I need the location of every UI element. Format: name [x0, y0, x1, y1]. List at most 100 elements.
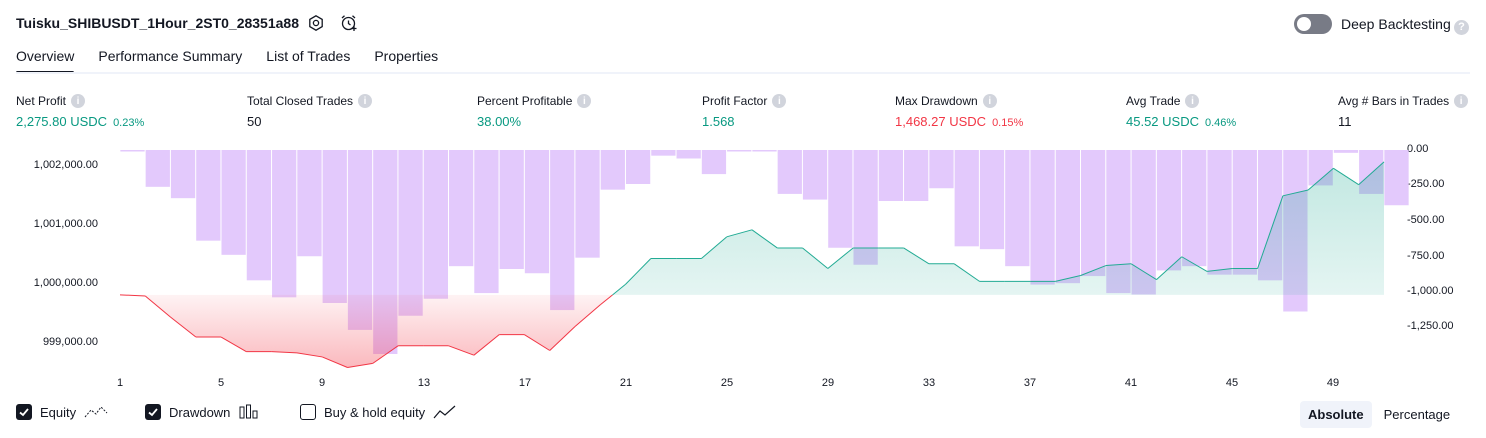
equity-line-segment — [1257, 195, 1284, 269]
drawdown-bar — [752, 150, 777, 152]
equity-line-segment — [1307, 167, 1334, 191]
drawdown-bar — [297, 150, 322, 257]
drawdown-bar — [828, 150, 853, 248]
settings-icon[interactable] — [306, 13, 326, 33]
deep-backtesting-label: Deep Backtesting — [1341, 16, 1451, 32]
info-icon[interactable]: i — [1185, 94, 1200, 108]
equity-line-segment — [347, 362, 373, 368]
equity-line-segment — [953, 263, 980, 282]
drawdown-bar — [524, 150, 550, 274]
equity-line-segment — [1055, 275, 1081, 282]
equity-line-segment — [1333, 167, 1359, 186]
drawdown-bar — [499, 150, 524, 269]
equity-line-segment — [751, 229, 778, 249]
info-icon[interactable]: i — [1454, 94, 1469, 108]
tab-divider — [16, 72, 1470, 74]
stat-value: 45.52 USDC — [1126, 114, 1199, 129]
equity-line-segment — [473, 334, 500, 356]
tab-performance-summary[interactable]: Performance Summary — [98, 48, 243, 64]
equity-line-segment — [625, 258, 652, 285]
legend-buy-hold[interactable]: Buy & hold equity — [300, 404, 457, 420]
buy-hold-checkbox[interactable] — [300, 404, 316, 420]
stat-label: Avg # Bars in Trades — [1338, 94, 1450, 108]
deep-backtesting-toggle[interactable] — [1294, 14, 1332, 34]
stat-avg-trade: Avg Trade i 45.52 USDC 0.46% — [1126, 94, 1236, 129]
x-axis-tick: 5 — [217, 377, 225, 389]
x-axis-tick: 29 — [821, 377, 835, 389]
stat-percent: 0.15% — [992, 117, 1024, 129]
drawdown-bar — [120, 150, 145, 152]
stat-net-profit: Net Profit i 2,275.80 USDC 0.23% — [16, 94, 144, 129]
equity-line-segment — [574, 304, 601, 327]
stat-label: Avg Trade — [1126, 94, 1181, 108]
drawdown-bar — [322, 150, 347, 303]
equity-line-segment — [1080, 265, 1107, 276]
tab-list-of-trades[interactable]: List of Trades — [266, 48, 351, 64]
stat-percent-profitable: Percent Profitable i 38.00% — [477, 94, 592, 129]
drawdown-bar — [600, 150, 625, 190]
equity-line-segment — [220, 336, 247, 353]
x-axis-tick: 45 — [1225, 377, 1239, 389]
stat-profit-factor: Profit Factor i 1.568 — [702, 94, 787, 129]
info-icon[interactable]: i — [358, 94, 373, 108]
info-icon[interactable]: i — [577, 94, 592, 108]
absolute-button[interactable]: Absolute — [1300, 400, 1372, 428]
add-alert-icon[interactable] — [339, 13, 359, 33]
stat-percent: 0.46% — [1204, 117, 1237, 129]
equity-line-segment — [144, 295, 171, 318]
equity-line-segment — [448, 345, 475, 356]
equity-line-segment — [1206, 267, 1233, 272]
x-axis-tick: 9 — [318, 377, 326, 389]
info-icon[interactable]: i — [982, 94, 997, 108]
drawdown-bar — [878, 150, 904, 201]
x-axis-tick: 33 — [922, 377, 936, 389]
drawdown-bar — [1081, 150, 1106, 277]
legend-label: Drawdown — [169, 404, 231, 420]
equity-positive-area — [120, 161, 1384, 295]
percentage-button[interactable]: Percentage — [1383, 406, 1451, 422]
drawdown-bar — [196, 150, 221, 241]
legend-label: Equity — [40, 404, 77, 420]
equity-line-segment — [600, 294, 613, 306]
equity-line-segment — [372, 345, 399, 364]
drawdown-bar — [1182, 150, 1207, 267]
equity-checkbox[interactable] — [16, 404, 32, 420]
stat-label: Max Drawdown — [895, 94, 978, 108]
drawdown-bar — [474, 150, 499, 294]
drawdown-bar — [449, 150, 474, 267]
drawdown-bar — [575, 150, 600, 258]
drawdown-bar — [398, 150, 423, 316]
drawdown-bar — [1333, 150, 1359, 153]
drawdown-bar — [701, 150, 727, 175]
drawdown-checkbox[interactable] — [145, 404, 161, 420]
tab-properties[interactable]: Properties — [374, 48, 439, 64]
drawdown-bar — [904, 150, 929, 201]
equity-negative-area — [120, 294, 1384, 368]
drawdown-bar — [727, 150, 752, 152]
drawdown-bar — [1005, 150, 1030, 267]
stat-label: Profit Factor — [702, 94, 768, 108]
equity-line-segment — [296, 352, 323, 358]
stat-value: 1.568 — [702, 114, 735, 129]
drawdown-bar — [221, 150, 246, 255]
equity-line-segment — [1105, 263, 1132, 267]
legend-drawdown[interactable]: Drawdown — [145, 404, 260, 420]
drawdown-bar — [954, 150, 979, 247]
drawdown-bar — [246, 150, 272, 281]
drawdown-bar — [651, 150, 676, 156]
x-axis-tick: 25 — [720, 377, 734, 389]
left-axis-tick: 1,001,000.00 — [33, 218, 98, 230]
equity-line-segment — [612, 283, 626, 296]
equity-line-segment — [1358, 161, 1385, 186]
info-icon[interactable]: i — [71, 94, 86, 108]
equity-line-segment — [1130, 263, 1157, 281]
buy-hold-line-icon — [433, 405, 456, 419]
equity-line-segment — [827, 247, 854, 269]
equity-line-segment — [119, 294, 146, 297]
legend-equity[interactable]: Equity — [16, 404, 108, 420]
info-icon[interactable]: i — [772, 94, 787, 108]
right-axis-tick: -500.00 — [1407, 214, 1445, 226]
legend-label: Buy & hold equity — [324, 404, 426, 420]
help-icon[interactable]: ? — [1454, 17, 1469, 35]
